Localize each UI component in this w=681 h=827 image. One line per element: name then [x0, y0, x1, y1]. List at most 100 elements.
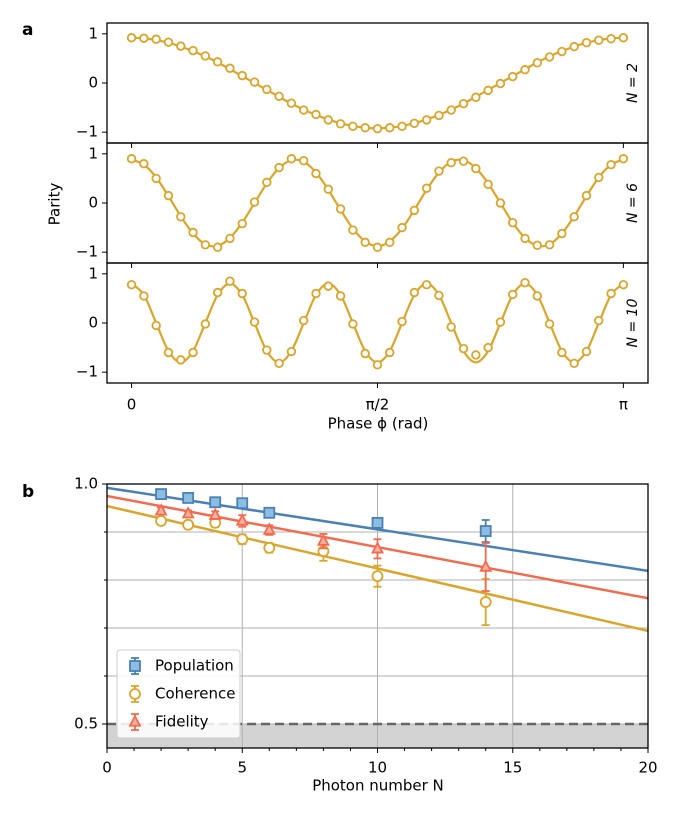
data-point: [225, 276, 235, 286]
data-point: [397, 316, 407, 327]
legend-marker: [129, 660, 141, 672]
data-point: [163, 347, 174, 358]
data-point: [421, 115, 432, 125]
data-point: [237, 288, 247, 299]
data-point: [385, 237, 395, 248]
data-marker: [479, 596, 492, 608]
data-point: [212, 242, 223, 252]
data-point: [508, 217, 518, 228]
y-tick-label: 1: [88, 264, 98, 282]
data-point: [618, 154, 629, 164]
data-point: [225, 63, 235, 73]
legend-marker: [129, 688, 141, 700]
data-marker: [371, 570, 384, 583]
data-point: [594, 315, 604, 326]
x-tick-label: 15: [503, 759, 522, 777]
data-point: [348, 319, 358, 329]
data-point: [606, 288, 616, 299]
data-point: [176, 41, 186, 51]
data-point: [471, 92, 481, 102]
data-point: [360, 237, 370, 248]
data-marker: [181, 506, 195, 519]
y-tick-label: 0: [88, 194, 98, 212]
data-point: [544, 240, 555, 250]
data-marker: [154, 503, 168, 516]
data-point: [348, 225, 358, 235]
data-point: [495, 317, 506, 327]
data-point: [385, 123, 395, 133]
data-point: [237, 218, 247, 229]
y-tick-label: 1: [88, 24, 98, 42]
data-point: [212, 287, 223, 298]
fit-curve: [131, 158, 624, 248]
data-point: [323, 281, 333, 291]
data-point: [188, 227, 198, 238]
x-tick-label: 5: [237, 759, 247, 777]
data-point: [446, 157, 456, 168]
data-point: [434, 110, 444, 121]
fit-line: [106, 486, 649, 573]
data-point: [311, 109, 321, 120]
legend-label: Population: [155, 657, 234, 675]
legend-marker: [128, 714, 142, 727]
y-tick-label: 0.5: [74, 715, 98, 733]
data-point: [569, 212, 579, 222]
data-point: [274, 162, 284, 173]
x-axis-label: Phase ϕ (rad): [328, 415, 429, 433]
data-point: [323, 115, 333, 125]
data-point: [212, 57, 223, 67]
data-point: [262, 345, 272, 355]
data-point: [594, 35, 604, 45]
data-point: [311, 168, 321, 179]
y-tick-label: 0: [88, 74, 98, 92]
subplot-label: N = 10: [625, 298, 641, 347]
legend-label: Coherence: [155, 685, 235, 703]
legend-label: Fidelity: [155, 713, 209, 731]
x-tick-label: 0: [102, 759, 112, 777]
data-point: [532, 240, 542, 250]
data-marker: [236, 497, 249, 510]
data-point: [544, 319, 555, 329]
data-point: [421, 183, 432, 193]
data-marker: [263, 541, 276, 554]
y-tick-label: 1: [88, 144, 98, 162]
x-tick-label: 10: [368, 759, 387, 777]
y-tick-label: −1: [76, 363, 98, 381]
data-point: [274, 358, 284, 369]
data-point: [446, 105, 456, 115]
data-point: [335, 204, 346, 214]
data-point: [151, 173, 161, 184]
data-point: [200, 319, 211, 329]
data-point: [581, 37, 592, 48]
data-point: [286, 154, 297, 164]
subplot-label: N = 6: [625, 183, 641, 223]
x-axis-label: Photon number N: [312, 777, 444, 795]
data-point: [557, 228, 567, 239]
data-point: [446, 322, 456, 332]
data-point: [409, 118, 420, 129]
data-point: [557, 347, 567, 358]
data-point: [360, 123, 370, 133]
data-point: [557, 46, 567, 57]
data-marker: [155, 515, 168, 527]
data-point: [618, 33, 629, 43]
data-point: [176, 212, 186, 222]
data-marker: [479, 525, 492, 537]
data-point: [151, 320, 161, 331]
data-point: [532, 58, 542, 68]
data-point: [335, 119, 346, 129]
data-point: [126, 33, 137, 43]
data-point: [508, 71, 518, 82]
y-tick-label: 0: [88, 314, 98, 332]
data-point: [299, 156, 309, 166]
data-point: [483, 85, 493, 96]
y-axis-label: Parity: [46, 183, 64, 226]
subplot-label: N = 2: [625, 63, 641, 103]
data-point: [262, 177, 272, 188]
data-point: [237, 70, 247, 81]
data-point: [249, 317, 260, 327]
data-point: [520, 65, 530, 75]
data-point: [581, 190, 592, 201]
data-point: [520, 233, 530, 244]
